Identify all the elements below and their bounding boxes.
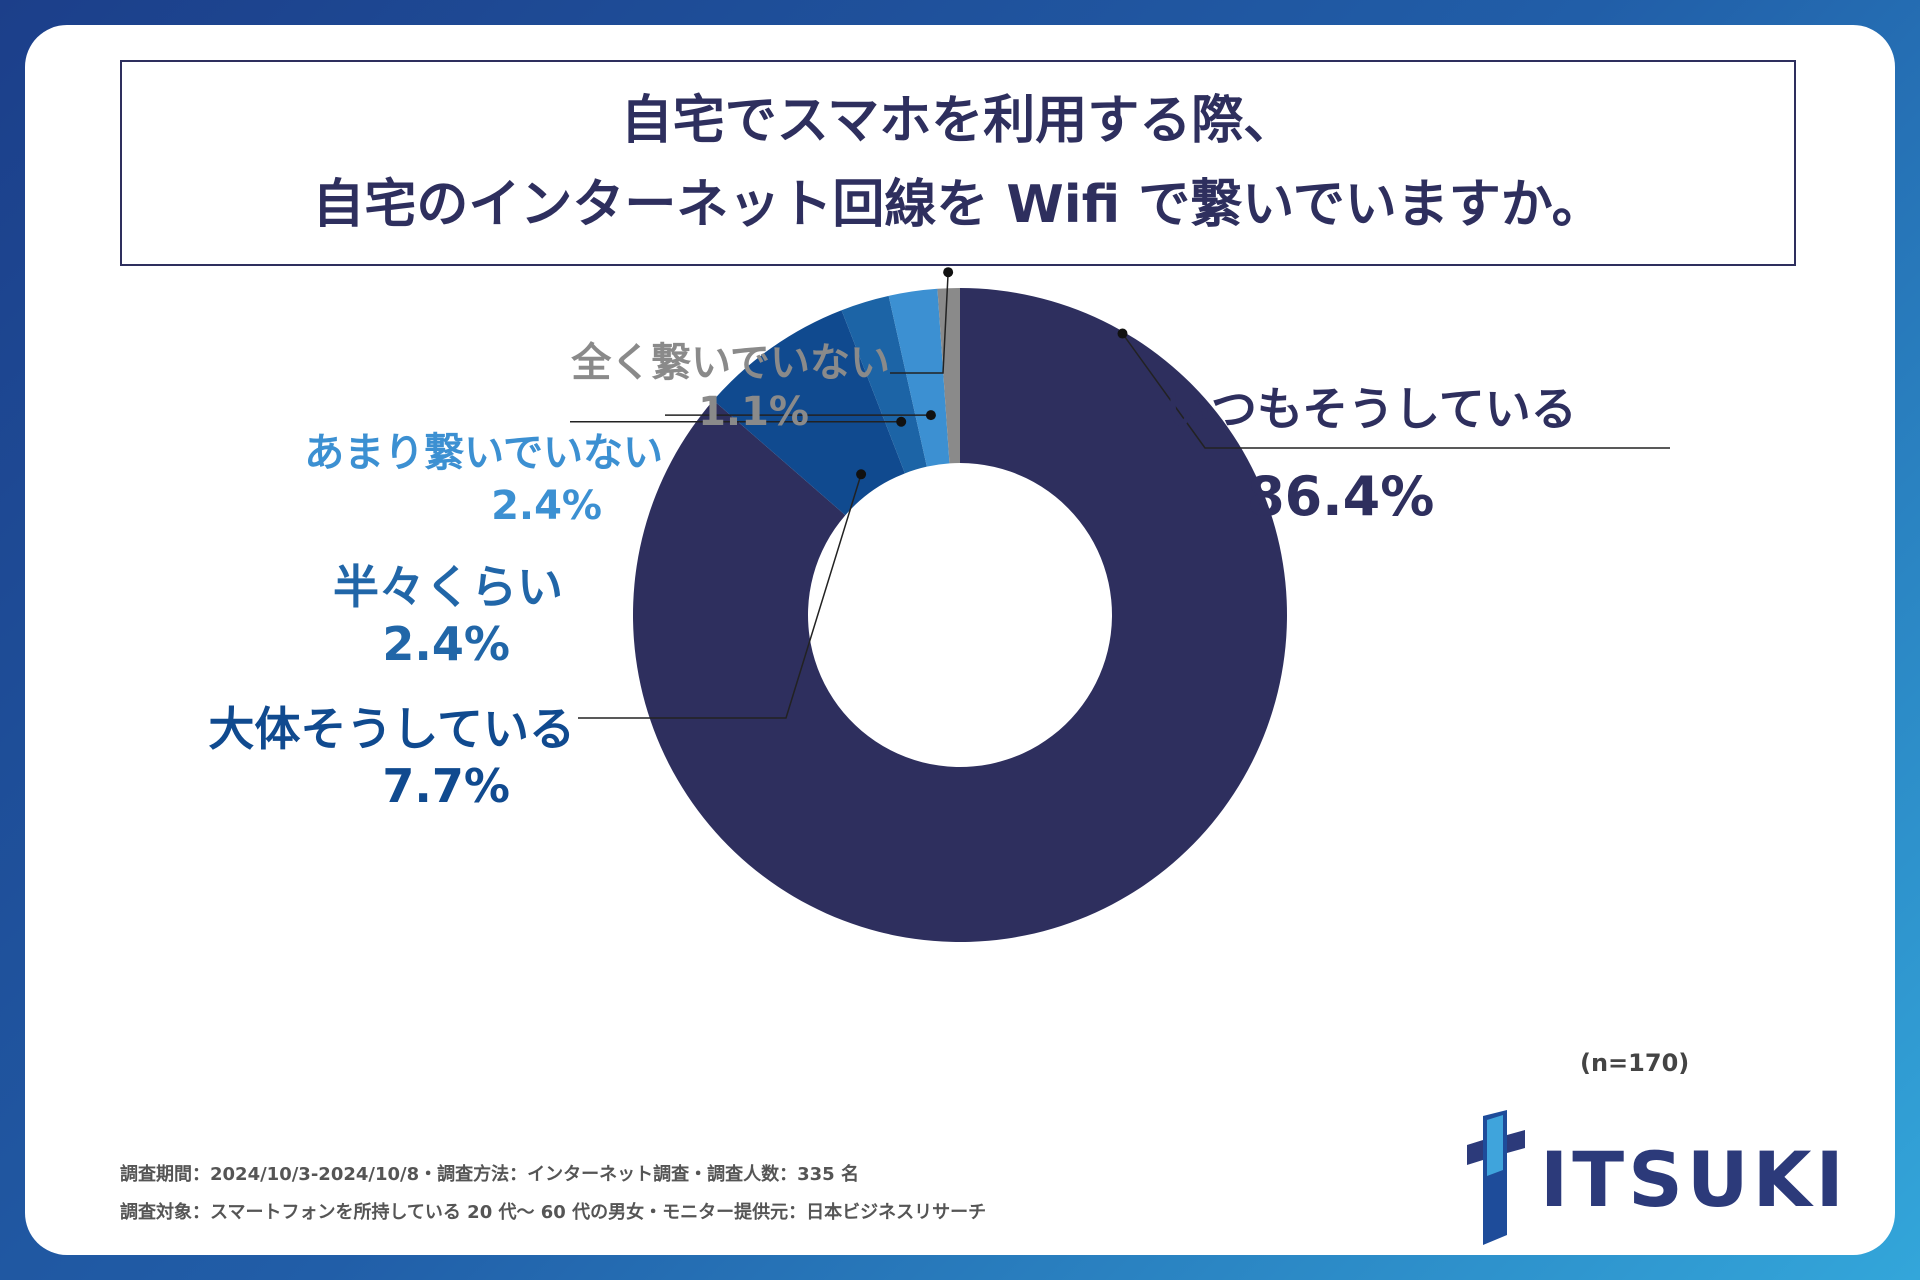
donut-slice-3	[888, 288, 950, 467]
footnote-survey-period: 調査期間：2024/10/3-2024/10/8・調査方法：インターネット調査・…	[120, 1164, 859, 1185]
leader-line-4	[890, 272, 949, 374]
donut-slice-2	[841, 295, 927, 474]
footnote-survey-target: 調査対象：スマートフォンを所持している 20 代～ 60 代の男女・モニター提供…	[120, 1202, 987, 1223]
value-always: 86.4%	[1247, 465, 1435, 528]
value-never: 1.1%	[698, 389, 809, 435]
title-line-1: 自宅でスマホを利用する際、	[620, 91, 1296, 151]
label-never: 全く繋いでいない	[571, 340, 890, 386]
card: 自宅でスマホを利用する際、 自宅のインターネット回線を Wifi で繋いでいます…	[25, 25, 1895, 1255]
label-rarely: あまり繋いでいない	[304, 430, 663, 476]
leader-dot-0	[1117, 328, 1128, 339]
donut-slice-4	[937, 288, 960, 464]
value-half: 2.4%	[382, 617, 510, 671]
label-always: いつもそうしている	[1165, 382, 1577, 436]
label-mostly: 大体そうしている	[208, 702, 575, 756]
leader-dot-4	[943, 267, 954, 278]
label-half: 半々くらい	[333, 560, 563, 614]
logo-text: ITSUKI	[1540, 1135, 1848, 1224]
donut-chart	[570, 267, 1670, 942]
leader-dot-1	[856, 469, 867, 480]
sample-size-note: (n=170)	[1580, 1049, 1690, 1077]
value-rarely: 2.4%	[491, 483, 602, 529]
donut-slice-1	[713, 310, 905, 516]
leader-line-0	[1121, 333, 1670, 449]
logo-mark-icon	[1467, 1110, 1525, 1245]
leader-dot-2	[896, 416, 907, 427]
title-line-2: 自宅のインターネット回線を Wifi で繋いでいますか。	[312, 175, 1604, 235]
itsuki-logo: ITSUKI	[1445, 1110, 1844, 1250]
value-mostly: 7.7%	[382, 759, 510, 813]
leader-line-1	[578, 474, 862, 719]
title-box: 自宅でスマホを利用する際、 自宅のインターネット回線を Wifi で繋いでいます…	[120, 60, 1796, 266]
donut-slice-0	[633, 288, 1287, 942]
leader-dot-3	[925, 410, 936, 421]
